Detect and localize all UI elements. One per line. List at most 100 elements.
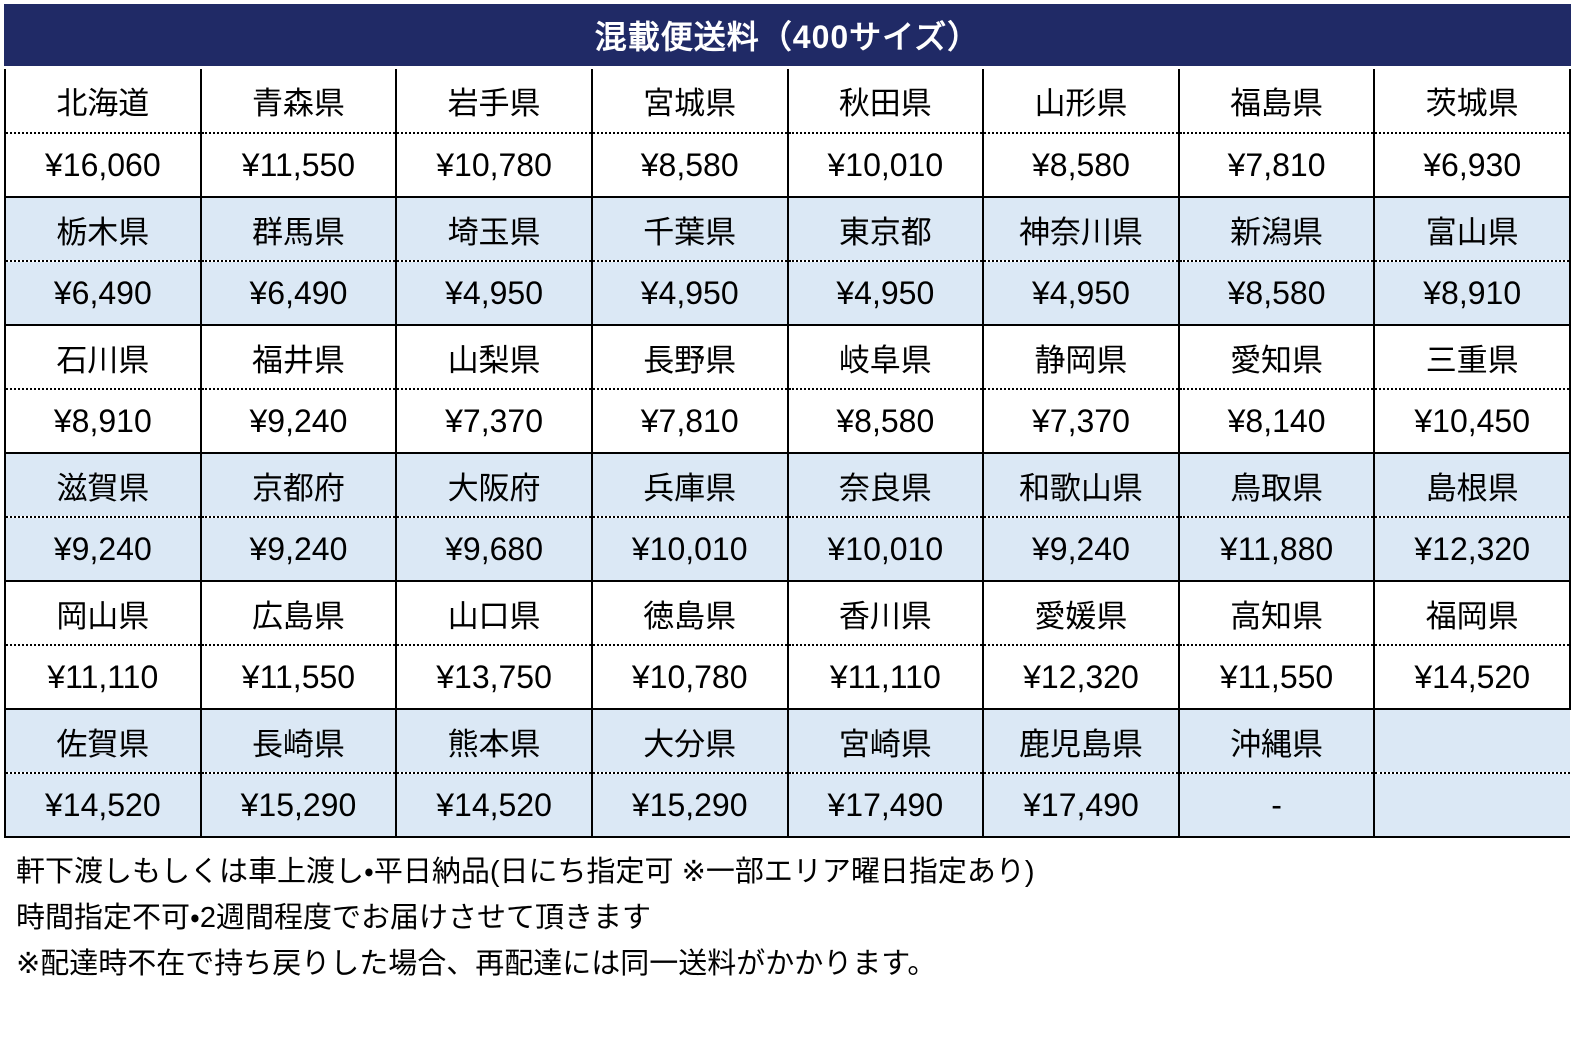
prefecture-cell: 千葉県 (590, 196, 789, 262)
price-cell: ¥12,320 (1373, 517, 1571, 582)
price-cell: ¥10,450 (1373, 389, 1571, 454)
price-cell: ¥8,580 (982, 133, 1180, 198)
price-cell: ¥10,010 (786, 517, 985, 582)
price-cell: ¥13,750 (395, 645, 593, 710)
prefecture-cell: 埼玉県 (395, 196, 593, 262)
price-cell: ¥4,950 (590, 261, 789, 326)
prefecture-cell: 岡山県 (4, 580, 202, 646)
price-cell: ¥6,930 (1373, 133, 1571, 198)
prefecture-cell: 兵庫県 (590, 452, 789, 518)
price-cell: ¥8,580 (1177, 261, 1376, 326)
price-row: ¥6,490 ¥6,490 ¥4,950 ¥4,950 ¥4,950 ¥4,950 ¥8,5… (4, 261, 1571, 326)
prefecture-name-row: 滋賀県 京都府 大阪府 兵庫県 奈良県 和歌山県 鳥取県 島根県 (4, 452, 1571, 518)
prefecture-cell: 京都府 (199, 452, 398, 518)
price-cell: ¥17,490 (982, 773, 1180, 838)
price-row: ¥8,910 ¥9,240 ¥7,370 ¥7,810 ¥8,580 ¥7,370 ¥8,1… (4, 389, 1571, 454)
prefecture-cell: 広島県 (199, 580, 398, 646)
prefecture-cell: 徳島県 (590, 580, 789, 646)
price-cell: ¥14,520 (1373, 645, 1571, 710)
price-cell: ¥11,110 (786, 645, 985, 710)
price-cell: ¥11,110 (4, 645, 202, 710)
price-cell: ¥8,910 (4, 389, 202, 454)
price-cell: ¥7,370 (395, 389, 593, 454)
prefecture-cell: 新潟県 (1177, 196, 1376, 262)
prefecture-cell: 秋田県 (786, 69, 985, 134)
prefecture-cell: 大分県 (590, 708, 789, 774)
prefecture-cell: 茨城県 (1373, 69, 1571, 134)
prefecture-cell: 沖縄県 (1177, 708, 1376, 774)
prefecture-cell: 福井県 (199, 324, 398, 390)
prefecture-cell: 奈良県 (786, 452, 985, 518)
prefecture-cell: 山形県 (982, 69, 1180, 134)
prefecture-cell: 石川県 (4, 324, 202, 390)
price-cell: ¥15,290 (590, 773, 789, 838)
prefecture-cell: 山梨県 (395, 324, 593, 390)
price-cell: ¥6,490 (199, 261, 398, 326)
price-cell: ¥9,240 (199, 389, 398, 454)
price-cell: ¥11,880 (1177, 517, 1376, 582)
prefecture-name-row: 栃木県 群馬県 埼玉県 千葉県 東京都 神奈川県 新潟県 富山県 (4, 196, 1571, 262)
price-cell: ¥12,320 (982, 645, 1180, 710)
price-cell: ¥11,550 (1177, 645, 1376, 710)
footer-notes: 軒下渡しもしくは車上渡し・平日納品(日にち指定可 ※一部エリア曜日指定あり) 時… (4, 854, 1571, 982)
price-cell: ¥4,950 (982, 261, 1180, 326)
price-cell: ¥4,950 (786, 261, 985, 326)
prefecture-cell: 滋賀県 (4, 452, 202, 518)
price-cell: ¥10,780 (590, 645, 789, 710)
note-delivery-time: 時間指定不可・2週間程度でお届けさせて頂きます (16, 902, 651, 934)
price-cell: ¥14,520 (4, 773, 202, 838)
prefecture-cell: 富山県 (1373, 196, 1571, 262)
prefecture-name-row: 岡山県 広島県 山口県 徳島県 香川県 愛媛県 高知県 福岡県 (4, 580, 1571, 646)
table-title: 混載便送料（400サイズ） (4, 4, 1571, 66)
price-cell: ¥10,010 (786, 133, 985, 198)
price-cell: ¥8,140 (1177, 389, 1376, 454)
note-redelivery-fee: ※配達時不在で持ち戻りした場合、再配達には同一送料がかかります。 (16, 948, 937, 980)
price-row: ¥16,060 ¥11,550 ¥10,780 ¥8,580 ¥10,010 ¥8,580… (4, 133, 1571, 198)
price-cell: ¥11,550 (199, 645, 398, 710)
price-row: ¥11,110 ¥11,550 ¥13,750 ¥10,780 ¥11,110 ¥12,3… (4, 645, 1571, 710)
price-row: ¥14,520 ¥15,290 ¥14,520 ¥15,290 ¥17,490 ¥17,4… (4, 773, 1570, 838)
price-cell: ¥7,810 (590, 389, 789, 454)
prefecture-cell: 高知県 (1177, 580, 1376, 646)
prefecture-cell: 愛知県 (1177, 324, 1376, 390)
prefecture-cell: 鹿児島県 (982, 708, 1180, 774)
price-cell: ¥9,240 (982, 517, 1180, 582)
price-cell: ¥9,680 (395, 517, 593, 582)
note-delivery-method: 軒下渡しもしくは車上渡し・平日納品(日にち指定可 ※一部エリア曜日指定あり) (16, 856, 1035, 888)
shipping-table-body: 北海道 青森県 岩手県 宮城県 秋田県 山形県 福島県 茨城県 ¥16,060 ¥11,550 ¥1… (4, 69, 1571, 838)
prefecture-cell: 宮城県 (590, 69, 789, 134)
price-cell: ¥17,490 (786, 773, 985, 838)
prefecture-cell: 岐阜県 (786, 324, 985, 390)
price-cell: ¥10,010 (590, 517, 789, 582)
prefecture-cell: 岩手県 (395, 69, 593, 134)
prefecture-cell: 北海道 (4, 69, 202, 134)
prefecture-cell: 島根県 (1373, 452, 1571, 518)
prefecture-cell: 神奈川県 (982, 196, 1180, 262)
prefecture-cell: 愛媛県 (982, 580, 1180, 646)
prefecture-name-row: 石川県 福井県 山梨県 長野県 岐阜県 静岡県 愛知県 三重県 (4, 324, 1571, 390)
price-cell: ¥8,910 (1373, 261, 1571, 326)
prefecture-cell: 福島県 (1177, 69, 1376, 134)
prefecture-cell: 熊本県 (395, 708, 593, 774)
prefecture-cell: 群馬県 (199, 196, 398, 262)
shipping-table: 北海道 青森県 岩手県 宮城県 秋田県 山形県 福島県 茨城県 ¥16,060 ¥11,550 ¥1… (4, 69, 1571, 838)
prefecture-cell: 静岡県 (982, 324, 1180, 390)
prefecture-cell: 鳥取県 (1177, 452, 1376, 518)
price-cell: ¥9,240 (4, 517, 202, 582)
price-cell: ¥10,780 (395, 133, 593, 198)
prefecture-cell: 東京都 (786, 196, 985, 262)
empty-cell (1374, 708, 1570, 774)
price-cell: ¥16,060 (4, 133, 202, 198)
price-cell: ¥7,370 (982, 389, 1180, 454)
prefecture-name-row: 佐賀県 長崎県 熊本県 大分県 宮崎県 鹿児島県 沖縄県 (4, 708, 1570, 774)
price-cell: ¥6,490 (4, 261, 202, 326)
prefecture-cell: 三重県 (1373, 324, 1571, 390)
prefecture-cell: 長崎県 (199, 708, 398, 774)
prefecture-cell: 青森県 (199, 69, 398, 134)
price-row: ¥9,240 ¥9,240 ¥9,680 ¥10,010 ¥10,010 ¥9,240 ¥1… (4, 517, 1571, 582)
price-cell: ¥14,520 (395, 773, 593, 838)
price-cell: - (1177, 773, 1376, 838)
price-cell: ¥7,810 (1177, 133, 1376, 198)
shipping-fee-page: 混載便送料（400サイズ） 北海道 青森県 岩手県 宮城県 秋田県 山形県 福島県 茨城県 ¥1… (4, 4, 1571, 982)
price-cell: ¥15,290 (199, 773, 398, 838)
